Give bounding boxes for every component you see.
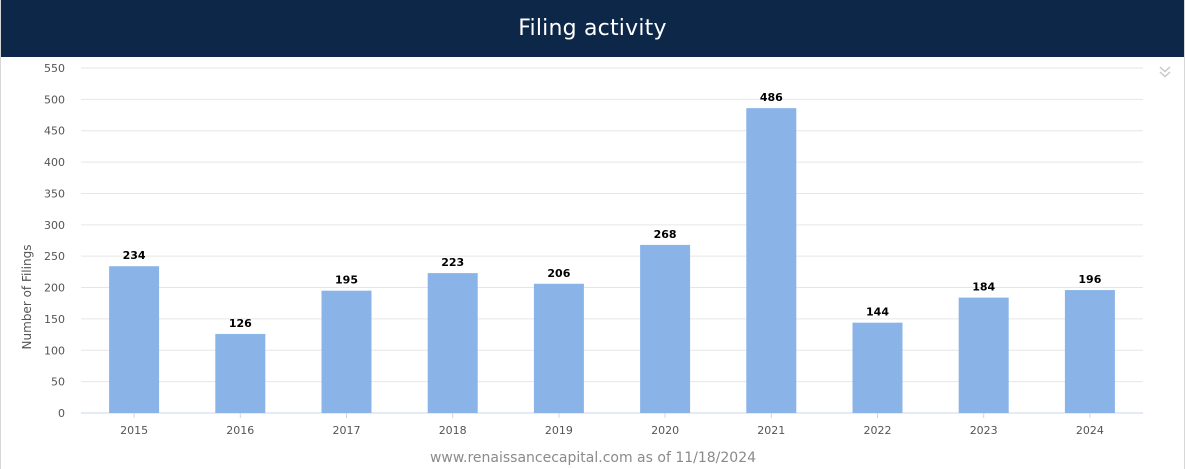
data-label: 268 (654, 228, 677, 241)
y-tick-label: 300 (44, 219, 65, 232)
x-tick-label: 2024 (1076, 424, 1104, 437)
x-tick-label: 2015 (120, 424, 148, 437)
x-tick-label: 2016 (226, 424, 254, 437)
y-axis-ticks: 0 50 100 150 200 250 300 350 400 450 500 550 (44, 62, 65, 420)
bar-chart: 0 50 100 150 200 250 300 350 400 450 500 550 234 126… (20, 62, 1143, 437)
x-tick-label: 2021 (757, 424, 785, 437)
y-tick-label: 450 (44, 125, 65, 138)
bar[interactable] (640, 244, 691, 413)
bar[interactable] (1064, 290, 1115, 413)
x-tick-label: 2017 (333, 424, 361, 437)
bar[interactable] (746, 108, 797, 414)
y-tick-label: 250 (44, 250, 65, 263)
y-tick-label: 0 (58, 407, 65, 420)
x-tick-label: 2018 (439, 424, 467, 437)
data-label: 206 (547, 267, 570, 280)
chart-header: Filing activity (1, 0, 1184, 57)
data-label: 184 (972, 281, 995, 294)
data-label: 195 (335, 274, 358, 287)
bar[interactable] (533, 283, 584, 413)
x-tick-label: 2019 (545, 424, 573, 437)
bar[interactable] (852, 322, 903, 413)
bar[interactable] (215, 333, 266, 413)
data-label: 486 (760, 91, 783, 104)
data-label: 126 (229, 317, 252, 330)
x-tick-label: 2023 (970, 424, 998, 437)
chart-title: Filing activity (518, 16, 667, 41)
y-tick-label: 400 (44, 156, 65, 169)
y-tick-label: 200 (44, 282, 65, 295)
data-label: 196 (1078, 273, 1101, 286)
data-label: 223 (441, 256, 464, 269)
data-labels: 234 126 195 223 206 268 486 144 184 196 (123, 91, 1102, 330)
bar[interactable] (427, 273, 478, 413)
x-tick-label: 2022 (864, 424, 892, 437)
y-tick-label: 150 (44, 313, 65, 326)
x-axis-ticks: 2015 2016 2017 2018 2019 2020 2021 2022 2023 2024 (120, 413, 1104, 437)
data-label: 144 (866, 306, 889, 319)
y-tick-label: 50 (51, 376, 65, 389)
bar[interactable] (321, 290, 372, 413)
double-chevron-down-icon[interactable] (1155, 62, 1175, 82)
y-tick-label: 550 (44, 62, 65, 75)
bar[interactable] (109, 266, 160, 413)
source-credit: www.renaissancecapital.com as of 11/18/2… (429, 450, 757, 466)
y-axis-label: Number of Filings (20, 245, 34, 350)
data-label: 234 (123, 249, 146, 262)
x-tick-label: 2020 (651, 424, 679, 437)
y-tick-label: 500 (44, 93, 65, 106)
bars (109, 108, 1115, 414)
bar[interactable] (958, 297, 1009, 413)
y-tick-label: 350 (44, 187, 65, 200)
y-tick-label: 100 (44, 344, 65, 357)
